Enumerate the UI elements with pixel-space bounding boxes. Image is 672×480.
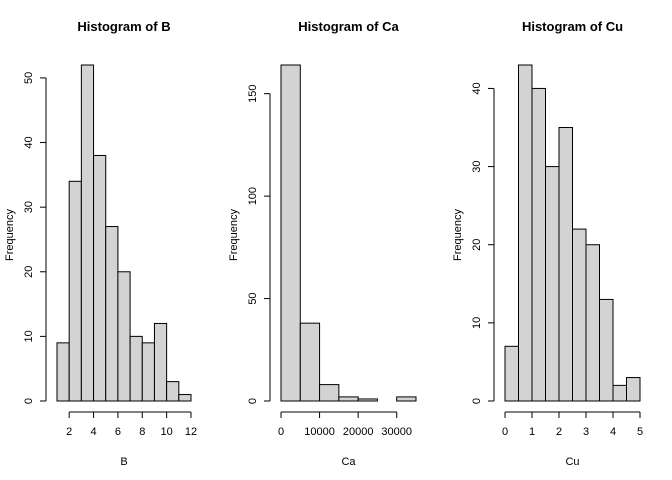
- histogram-bar: [153, 322, 168, 402]
- x-tick-label: 4: [90, 426, 96, 438]
- x-tick-label: 30000: [381, 426, 412, 438]
- y-tick-label: 50: [247, 292, 259, 304]
- x-tick-label: 12: [185, 426, 197, 438]
- x-tick-label: 0: [502, 426, 508, 438]
- y-tick-label: 10: [23, 330, 35, 342]
- y-tick-label: 50: [23, 72, 35, 84]
- histogram-bar: [141, 342, 155, 402]
- histogram-bar: [178, 394, 192, 402]
- x-axis-label: Cu: [565, 456, 579, 468]
- y-tick-label: 40: [471, 82, 483, 94]
- x-tick-label: 6: [115, 426, 121, 438]
- histogram-bar: [80, 64, 95, 402]
- histogram-bar: [299, 322, 321, 402]
- y-tick-label: 100: [247, 187, 259, 205]
- histogram-bar: [504, 345, 519, 402]
- histogram-bar: [105, 226, 119, 402]
- histogram-bar: [68, 180, 82, 402]
- x-tick-label: 4: [610, 426, 616, 438]
- histogram-bar: [396, 396, 417, 402]
- y-axis-label: Frequency: [228, 209, 240, 261]
- histogram-bar: [129, 335, 143, 402]
- x-axis-label: B: [120, 456, 127, 468]
- histogram-bar: [531, 87, 546, 402]
- histogram-bar: [166, 381, 180, 402]
- x-axis-label: Ca: [341, 456, 356, 468]
- y-tick-label: 0: [23, 398, 35, 404]
- x-tick-label: 10: [161, 426, 173, 438]
- histogram-bar: [626, 377, 641, 402]
- y-tick-label: 10: [471, 317, 483, 329]
- y-tick-label: 30: [23, 201, 35, 213]
- y-axis-label: Frequency: [4, 209, 16, 261]
- histogram-bar: [280, 64, 301, 402]
- chart-title: Histogram of Ca: [298, 19, 399, 34]
- histogram-bar: [357, 398, 378, 402]
- histogram-bar: [545, 166, 560, 402]
- histogram-bar: [558, 127, 573, 402]
- chart-title: Histogram of B: [77, 19, 170, 34]
- histogram-bar: [117, 271, 131, 402]
- x-tick-label: 3: [583, 426, 589, 438]
- x-tick-label: 8: [139, 426, 145, 438]
- x-tick-label: 0: [278, 426, 284, 438]
- histogram-bar: [93, 154, 107, 402]
- y-tick-label: 20: [471, 239, 483, 251]
- x-tick-label: 2: [556, 426, 562, 438]
- histogram-bar: [585, 244, 600, 402]
- histogram-bar: [338, 396, 359, 402]
- histogram-panel-cu: Histogram of Cu Cu Frequency 0 1 2 3 4 5 0 10 20…: [452, 19, 643, 468]
- y-tick-label: 30: [471, 160, 483, 172]
- y-tick-label: 0: [471, 398, 483, 404]
- histogram-bar: [518, 64, 533, 402]
- y-tick-label: 40: [23, 136, 35, 148]
- histogram-bar: [572, 228, 587, 402]
- histogram-bar: [612, 384, 627, 402]
- chart-title: Histogram of Cu: [522, 19, 623, 34]
- x-tick-label: 10000: [304, 426, 335, 438]
- x-tick-label: 1: [529, 426, 535, 438]
- x-tick-label: 2: [66, 426, 72, 438]
- x-tick-label: 5: [637, 426, 643, 438]
- x-tick-label: 20000: [343, 426, 374, 438]
- histogram-bar: [319, 384, 340, 402]
- y-tick-label: 20: [23, 266, 35, 278]
- y-tick-label: 150: [247, 85, 259, 103]
- histogram-panel-b: Histogram of B B Frequency 2 4 6 8 10 12 0 10 20…: [4, 19, 197, 468]
- y-tick-label: 0: [247, 398, 259, 404]
- y-axis-label: Frequency: [452, 209, 464, 261]
- histogram-panel-ca: Histogram of Ca Ca Frequency 0 10000 20000…: [228, 19, 417, 468]
- histogram-bar: [599, 298, 614, 402]
- histogram-bar: [56, 342, 70, 402]
